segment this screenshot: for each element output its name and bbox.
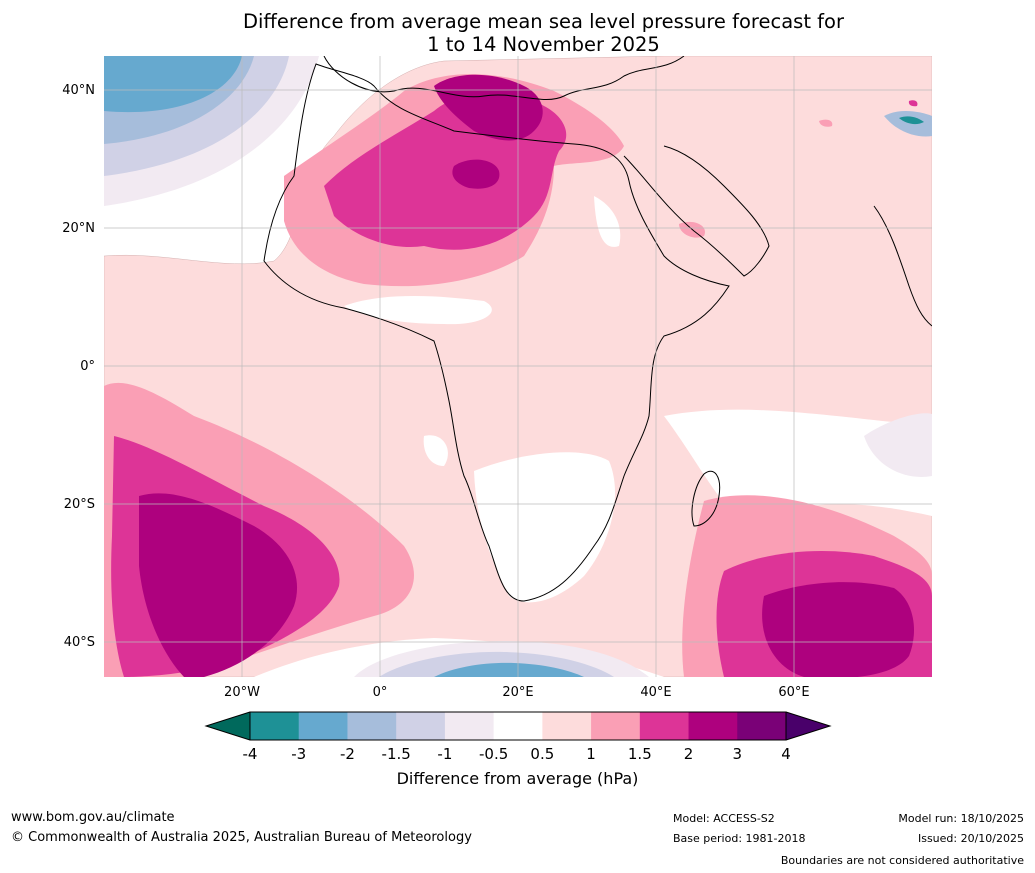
footer-website: www.bom.gov.au/climate: [11, 810, 175, 825]
colorbar-tick-label: 0.5: [530, 745, 555, 763]
colorbar-tick-label: -3: [291, 745, 307, 763]
lat-label-0: 0°: [80, 359, 95, 374]
lat-label-40s: 40°S: [63, 635, 95, 650]
colorbar-bin-4: [444, 712, 495, 740]
colorbar-title: Difference from average (hPa): [396, 769, 639, 788]
colorbar-tick-label: 1.5: [627, 745, 652, 763]
anomaly-2-3-tibet: [908, 100, 918, 107]
pressure-anomaly-map: [104, 56, 932, 677]
lon-label-60e: 60°E: [778, 685, 810, 700]
near-zero-arabia: [594, 196, 621, 247]
footer-copyright: © Commonwealth of Australia 2025, Austra…: [11, 830, 472, 845]
colorbar-bin-10: [737, 712, 787, 740]
colorbar-bin-5: [493, 712, 543, 740]
colorbar-tick-label: 4: [781, 745, 791, 763]
anomaly-south-neg-2: [434, 662, 584, 677]
footer-disclaimer: Boundaries are not considered authoritat…: [780, 854, 1024, 867]
lat-label-40n: 40°N: [62, 83, 95, 98]
arabian-peninsula-coastline: [623, 145, 770, 277]
chart-title: Difference from average mean sea level p…: [0, 10, 1035, 56]
anomaly-2-3-south-indian: [762, 582, 914, 677]
near-zero-gulf-guinea: [344, 296, 492, 325]
colorbar-bin-3: [396, 712, 446, 740]
colorbar-tick-label: -0.5: [478, 745, 509, 763]
anomaly-2-3-mediterranean: [434, 74, 543, 141]
lon-label-20e: 20°E: [502, 685, 534, 700]
europe-coastline: [323, 56, 685, 100]
africa-coastline: [263, 63, 730, 602]
colorbar-over-arrow: [786, 712, 830, 740]
lat-label-20n: 20°N: [62, 221, 95, 236]
india-coastline: [873, 205, 932, 327]
colorbar-bin-0: [250, 712, 300, 740]
anomaly-1-1.5-iran: [819, 119, 833, 127]
neutral-minus-half: [864, 413, 932, 477]
colorbar: [204, 711, 832, 741]
graticule: [104, 56, 932, 677]
colorbar-under-arrow: [206, 712, 250, 740]
footer-issued: Issued: 20/10/2025: [917, 832, 1024, 845]
colorbar-tick-label: 1: [586, 745, 596, 763]
colorbar-bin-6: [542, 712, 592, 740]
title-line-1: Difference from average mean sea level p…: [243, 10, 844, 33]
colorbar-bin-1: [298, 712, 348, 740]
colorbar-tick-label: -2: [339, 745, 355, 763]
lon-label-0: 0°: [372, 685, 388, 700]
lon-label-20w: 20°W: [224, 685, 260, 700]
anomaly-2-3-sahara: [452, 159, 500, 189]
footer-model: Model: ACCESS-S2: [673, 812, 775, 825]
colorbar-bin-2: [347, 712, 397, 740]
colorbar-bin-8: [639, 712, 690, 740]
colorbar-tick-label: 2: [683, 745, 694, 763]
colorbar-bin-9: [688, 712, 738, 740]
colorbar-tick-label: -1.5: [381, 745, 411, 763]
colorbar-tick-label: -1: [437, 745, 453, 763]
colorbar-bin-7: [591, 712, 641, 740]
near-zero-central-africa: [423, 435, 448, 466]
lon-label-40e: 40°E: [640, 685, 672, 700]
footer-base-period: Base period: 1981-2018: [673, 832, 806, 845]
colorbar-tick-label: -4: [242, 745, 258, 763]
anomaly-himalaya-neg: [884, 111, 932, 137]
title-line-2: 1 to 14 November 2025: [427, 33, 660, 56]
anomaly-himalaya-neg-3: [899, 116, 924, 125]
anomaly-neg-2: [104, 56, 242, 113]
footer-model-run: Model run: 18/10/2025: [898, 812, 1024, 825]
colorbar-tick-label: 3: [732, 745, 743, 763]
anomaly-2-3-south-atlantic: [139, 493, 298, 677]
lat-label-20s: 20°S: [63, 497, 95, 512]
madagascar-coastline: [691, 470, 721, 527]
